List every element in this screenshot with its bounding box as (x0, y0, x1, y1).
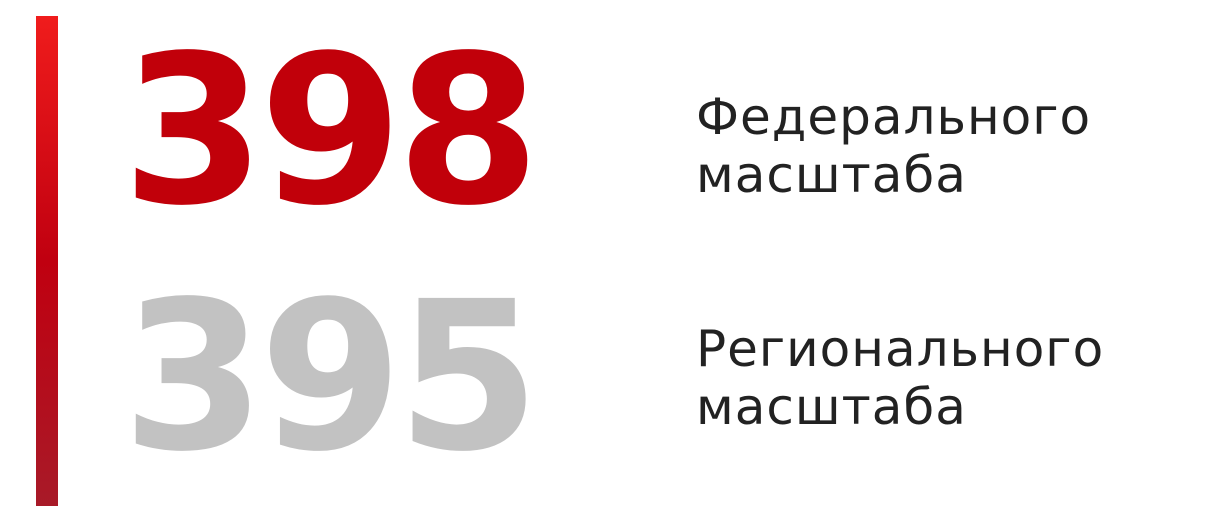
stat-number: 395 (122, 257, 540, 497)
label-line: Регионального (696, 320, 1105, 378)
stat-label: Регионального масштаба (696, 320, 1104, 436)
accent-bar (36, 16, 58, 506)
stat-number: 398 (122, 11, 540, 251)
label-line: Федерального (696, 88, 1092, 146)
stat-label: Федерального масштаба (696, 88, 1091, 204)
label-line: масштаба (696, 378, 967, 436)
label-line: масштаба (696, 146, 967, 204)
